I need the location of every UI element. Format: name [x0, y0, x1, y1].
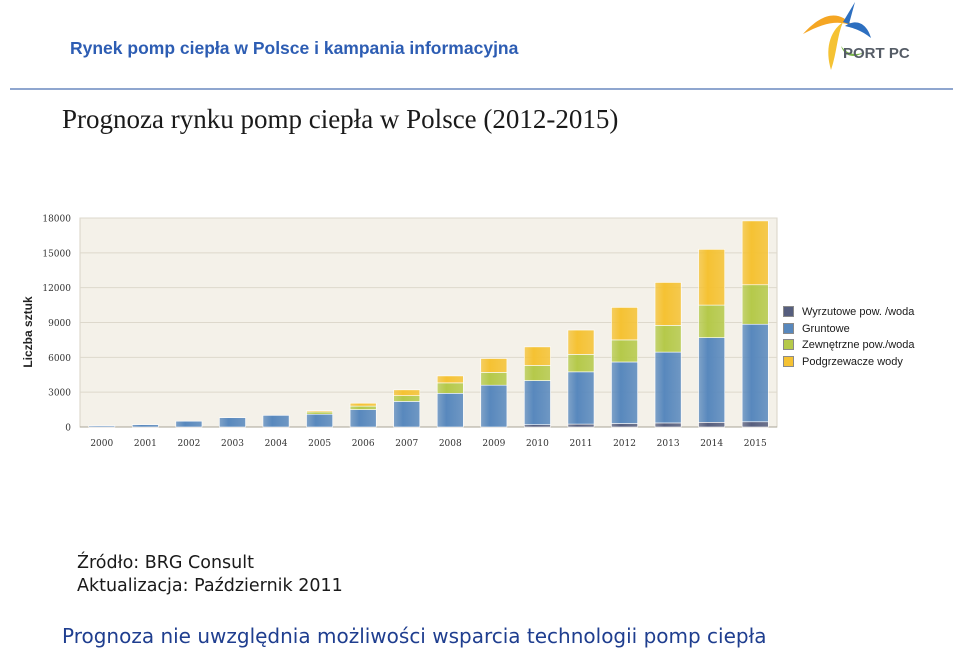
x-tick-label: 2008 — [439, 439, 462, 449]
bar-segment — [698, 422, 726, 428]
bar-segment — [567, 329, 595, 355]
legend-item: Podgrzewacze wody — [783, 355, 955, 372]
bar-segment — [611, 361, 638, 424]
bar-segment — [741, 220, 769, 286]
bar-segment — [393, 401, 421, 428]
x-tick-label: 2000 — [90, 439, 113, 449]
bar-segment — [349, 405, 377, 410]
stacked-bar-chart: 0 3000 6000 9000 12000 15000 18000 2000 2001 2002… — [42, 215, 778, 449]
bar-segment — [611, 423, 638, 428]
update-line: Aktualizacja: Październik 2011 — [77, 576, 343, 596]
bar-segment — [349, 409, 377, 428]
bar-segment — [131, 424, 159, 428]
chart-legend: Wyrzutowe pow. /woda Gruntowe Zewnętrzne… — [783, 305, 955, 371]
x-tick-label: 2007 — [395, 439, 418, 449]
bar-segment — [524, 346, 551, 366]
y-tick-label: 15000 — [42, 249, 71, 259]
bar-segment — [436, 382, 464, 394]
logo-text: PORT PC — [843, 45, 910, 62]
bar-segment — [436, 375, 464, 384]
header-divider — [10, 88, 953, 90]
bar-segment — [306, 413, 333, 428]
legend-label: Gruntowe — [802, 322, 850, 335]
bar-segment — [567, 371, 595, 425]
bar-segment — [698, 249, 726, 306]
bar-segment — [393, 389, 421, 396]
bar-segment — [654, 422, 682, 428]
bar-segment — [654, 351, 682, 424]
bar-segment — [611, 339, 638, 363]
bar-segment — [480, 372, 508, 386]
x-tick-label: 2013 — [657, 439, 680, 449]
legend-label: Podgrzewacze wody — [802, 355, 903, 368]
bar-segment — [611, 307, 638, 341]
bar-segment — [524, 424, 551, 428]
bar-segment — [88, 425, 116, 428]
x-tick-label: 2001 — [134, 439, 157, 449]
x-tick-label: 2005 — [308, 439, 331, 449]
legend-label: Zewnętrzne pow./woda — [802, 339, 915, 351]
legend-label: Wyrzutowe pow. /woda — [802, 306, 915, 318]
source-line: Źródło: BRG Consult — [77, 553, 254, 573]
legend-swatch-zewnetrzne — [783, 339, 794, 350]
x-tick-label: 2011 — [570, 439, 593, 449]
port-pc-logo-icon — [803, 2, 871, 70]
y-tick-label: 0 — [65, 424, 71, 434]
bar-segment — [567, 423, 595, 428]
bar-segment — [698, 337, 726, 423]
y-tick-label: 3000 — [48, 389, 71, 399]
x-tick-label: 2002 — [177, 439, 200, 449]
x-tick-label: 2004 — [265, 439, 288, 449]
bar-segment — [306, 411, 333, 415]
y-tick-label: 18000 — [42, 215, 71, 225]
legend-item: Zewnętrzne pow./woda — [783, 338, 955, 355]
y-tick-label: 6000 — [48, 354, 71, 364]
bar-segment — [698, 304, 726, 338]
x-tick-label: 2010 — [526, 439, 549, 449]
bar-segment — [741, 284, 769, 325]
x-tick-label: 2003 — [221, 439, 244, 449]
legend-swatch-gruntowe — [783, 322, 794, 334]
bar-segment — [524, 365, 551, 381]
bar-segment — [567, 354, 595, 373]
x-tick-label: 2009 — [482, 439, 505, 449]
bar-segment — [741, 421, 769, 428]
bar-segment — [654, 282, 682, 326]
x-tick-label: 2015 — [744, 439, 767, 449]
bar-segment — [393, 395, 421, 402]
x-tick-label: 2012 — [613, 439, 636, 449]
x-tick-label: 2014 — [700, 439, 723, 449]
bar-segment — [480, 358, 508, 373]
legend-item: Gruntowe — [783, 322, 955, 339]
bar-segment — [480, 384, 508, 428]
bar-segment — [349, 402, 377, 407]
footer-note: Prognoza nie uwzględnia możliwości wspar… — [62, 624, 767, 648]
legend-swatch-wyrzutowe — [783, 306, 794, 317]
bar-segment — [524, 380, 551, 425]
bar-segment — [175, 420, 203, 428]
x-tick-label: 2006 — [352, 439, 375, 449]
legend-item: Wyrzutowe pow. /woda — [783, 305, 955, 322]
bar-segment — [306, 410, 333, 413]
bar-segment — [219, 417, 246, 428]
y-tick-label: 9000 — [48, 319, 71, 329]
bar-segment — [436, 393, 464, 428]
bar-segment — [654, 325, 682, 353]
presentation-header-title: Rynek pomp ciepła w Polsce i kampania in… — [70, 38, 519, 58]
bar-segment — [262, 415, 290, 428]
legend-swatch-podgrzewacze — [783, 355, 794, 367]
source-note: Źródło: BRG Consult Aktualizacja: Paździ… — [77, 552, 343, 598]
slide-title: Prognoza rynku pomp ciepła w Polsce (201… — [62, 104, 619, 134]
y-tick-label: 12000 — [42, 284, 71, 294]
bar-segment — [741, 323, 769, 423]
y-axis-label: Liczba sztuk — [21, 296, 35, 368]
